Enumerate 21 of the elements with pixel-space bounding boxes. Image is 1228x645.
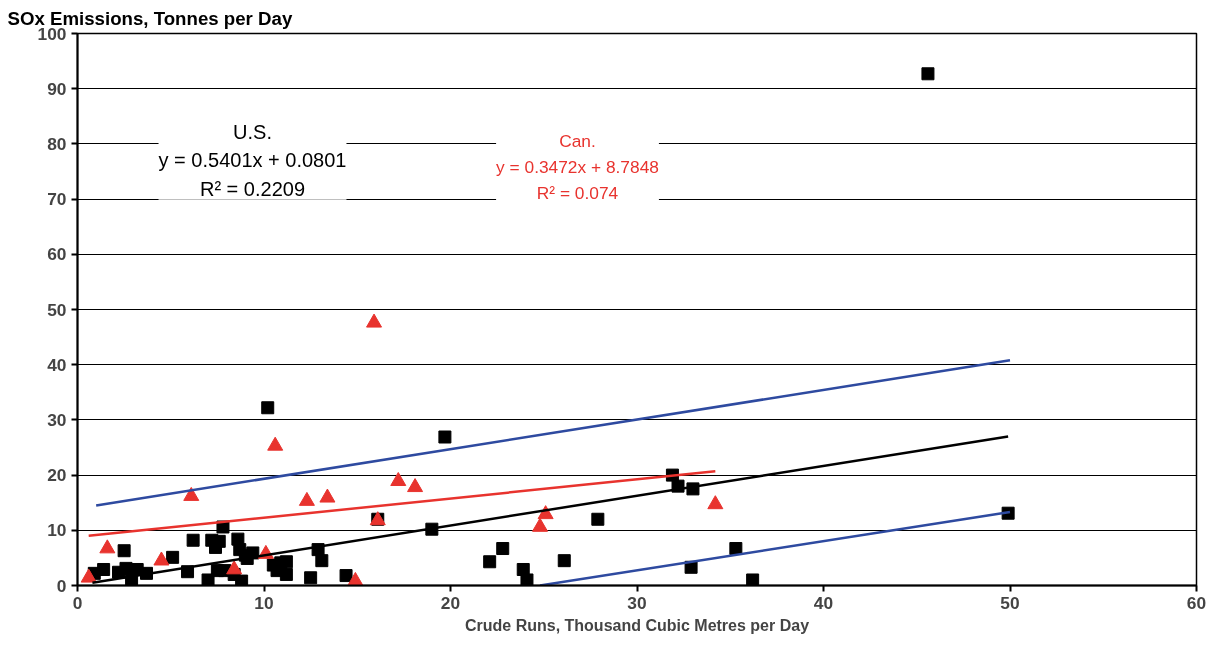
x-tick-label: 40 — [813, 592, 834, 613]
y-tick-label: 0 — [56, 575, 67, 596]
annotation: U.S. y = 0.5401x + 0.0801 R² = 0.2209 — [158, 120, 347, 200]
x-tick-label: 10 — [254, 592, 274, 613]
y-tick-label: 30 — [47, 409, 67, 430]
x-tick-label: 50 — [1000, 592, 1020, 613]
x-tick-label: 20 — [440, 592, 461, 613]
y-tick-label: 10 — [47, 520, 67, 541]
y-tick-label: 90 — [47, 78, 67, 99]
x-axis-title: Crude Runs, Thousand Cubic Metres per Day — [464, 616, 810, 634]
x-tick-label: 0 — [72, 592, 83, 613]
x-tick-label: 60 — [1186, 592, 1207, 613]
annotation: Can. y = 0.3472x + 8.7848 R² = 0.074 — [496, 130, 659, 203]
y-tick-label: 20 — [47, 465, 67, 486]
y-tick-label: 60 — [47, 244, 67, 265]
y-tick-label: 40 — [47, 354, 67, 375]
y-tick-label: 70 — [47, 189, 67, 210]
x-tick-label: 30 — [627, 592, 647, 613]
y-tick-label: 50 — [47, 299, 67, 320]
chart-title: SOx Emissions, Tonnes per Day — [7, 7, 293, 29]
y-tick-label: 80 — [47, 133, 67, 154]
